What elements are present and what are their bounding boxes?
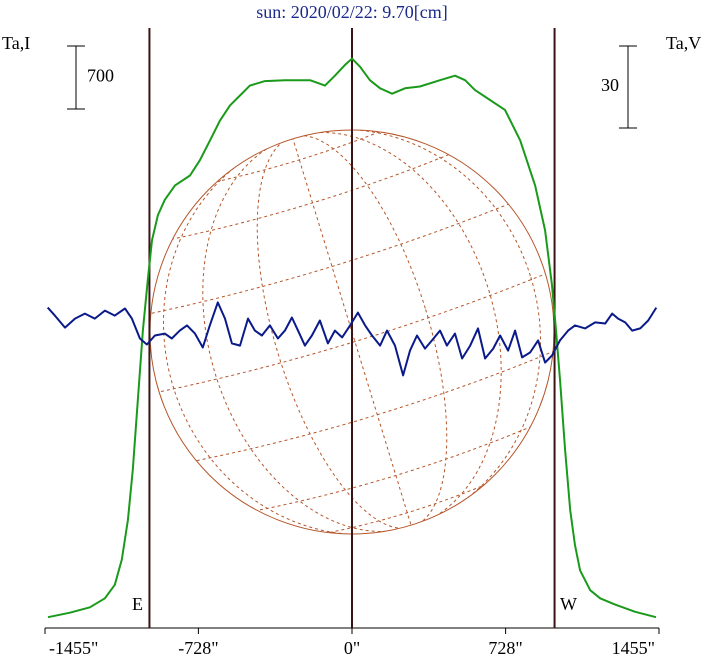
series-line	[46, 301, 658, 377]
parallel	[248, 422, 540, 513]
y-axis-label: Ta,I	[2, 33, 30, 53]
parallel	[190, 349, 559, 463]
parallel	[317, 480, 494, 536]
parallel	[165, 151, 457, 242]
series-line	[47, 57, 657, 619]
scale-label: 30	[601, 75, 619, 95]
x-tick-label: 1455"	[612, 638, 655, 658]
x-tick-label: -1455"	[49, 638, 98, 658]
scale-label: 700	[87, 66, 114, 86]
parallel	[149, 269, 555, 395]
x-tick-label: -728"	[178, 638, 218, 658]
x-tick-label: 728"	[488, 638, 522, 658]
marker-label: W	[560, 594, 577, 614]
x-tick-label: 0"	[344, 638, 360, 658]
parallel	[210, 128, 387, 184]
chart-title: sun: 2020/02/22: 9.70[cm]	[256, 2, 448, 22]
marker-label: E	[132, 594, 143, 614]
y2-axis-label: Ta,V	[666, 33, 701, 53]
parallel	[145, 201, 514, 315]
